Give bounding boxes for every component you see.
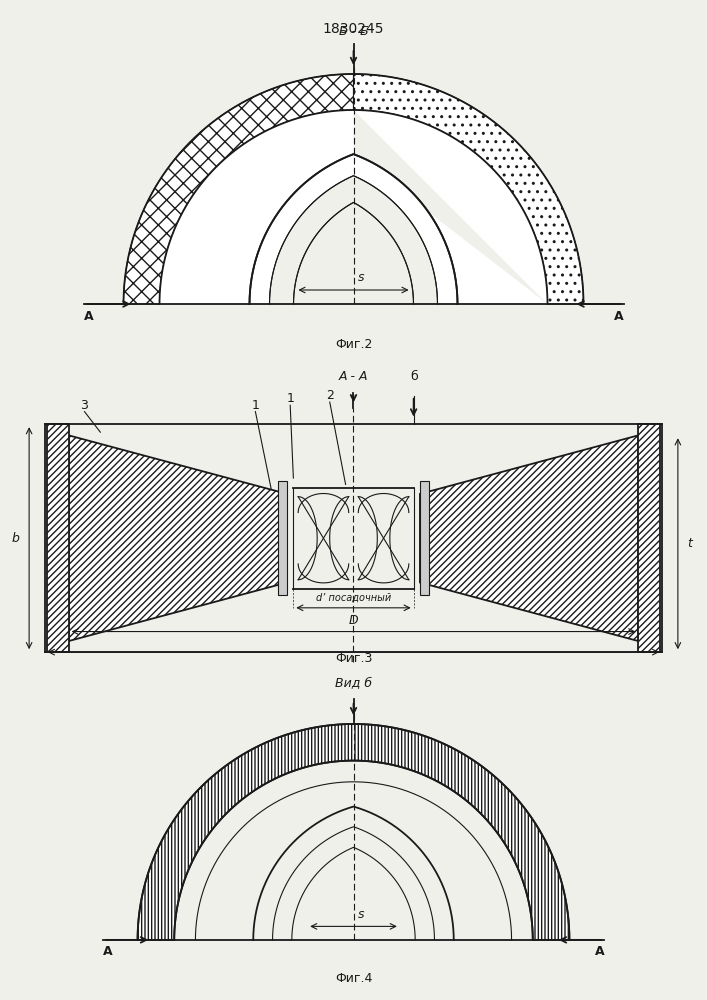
Text: s: s	[358, 908, 365, 921]
Text: A: A	[614, 310, 623, 322]
Polygon shape	[278, 481, 287, 595]
Text: Фиг.4: Фиг.4	[335, 972, 372, 985]
Polygon shape	[138, 724, 569, 940]
Text: A: A	[84, 310, 93, 322]
Polygon shape	[124, 74, 354, 304]
Text: D: D	[349, 614, 358, 627]
Text: Б - Б: Б - Б	[339, 25, 368, 38]
Polygon shape	[354, 74, 583, 304]
Polygon shape	[420, 481, 429, 595]
Text: d’ посадочный: d’ посадочный	[316, 593, 391, 603]
Text: А - А: А - А	[339, 370, 368, 383]
Text: A: A	[103, 945, 112, 958]
Text: A: A	[595, 945, 604, 958]
Polygon shape	[69, 435, 287, 641]
Text: Вид б: Вид б	[335, 676, 372, 689]
Text: 1: 1	[252, 399, 259, 412]
Polygon shape	[160, 110, 354, 304]
Text: s: s	[358, 271, 365, 284]
Text: 1830245: 1830245	[323, 22, 384, 36]
Polygon shape	[420, 435, 638, 641]
Text: 3: 3	[81, 399, 88, 412]
Text: b: b	[12, 532, 20, 545]
Text: t: t	[687, 537, 692, 550]
Text: Фиг.2: Фиг.2	[335, 338, 372, 351]
Text: б: б	[410, 370, 418, 383]
Polygon shape	[638, 424, 660, 652]
Text: 1: 1	[286, 392, 294, 405]
Polygon shape	[250, 154, 354, 304]
Text: 2: 2	[326, 389, 334, 402]
Polygon shape	[354, 110, 547, 304]
Polygon shape	[354, 154, 457, 304]
Polygon shape	[47, 424, 69, 652]
Text: Фиг.3: Фиг.3	[335, 652, 372, 665]
